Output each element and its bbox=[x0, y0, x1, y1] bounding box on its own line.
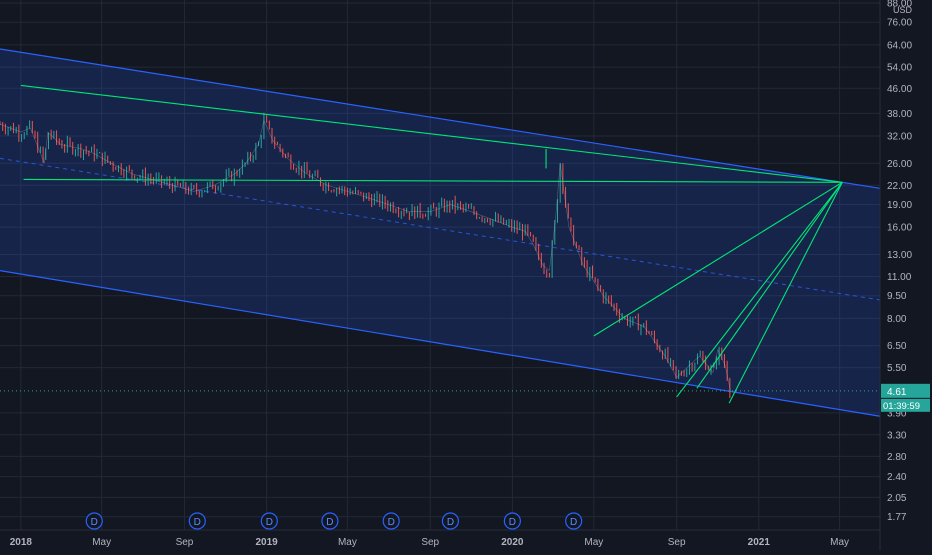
dividend-marker bbox=[441, 512, 460, 530]
dividend-marker bbox=[321, 512, 339, 530]
x-tick-label: 2019 bbox=[256, 537, 279, 548]
trendline bbox=[676, 181, 843, 398]
dividend-marker-label: D bbox=[447, 517, 454, 528]
y-tick-label: 3.30 bbox=[887, 430, 907, 441]
y-tick-label: 6.50 bbox=[887, 341, 907, 352]
dividend-marker bbox=[260, 512, 278, 530]
x-tick-label: Sep bbox=[421, 537, 439, 548]
x-tick-label: Sep bbox=[668, 537, 686, 548]
y-tick-label: 5.50 bbox=[887, 363, 907, 374]
countdown-value: 01:39:59 bbox=[883, 401, 920, 412]
y-tick-label: 46.00 bbox=[887, 84, 912, 95]
dividend-marker-label: D bbox=[388, 517, 395, 528]
y-tick-label: 2.80 bbox=[887, 452, 907, 463]
channel-fill bbox=[0, 49, 880, 417]
dividend-marker-label: D bbox=[326, 517, 333, 528]
dividend-marker bbox=[565, 512, 583, 530]
y-tick-label: 11.00 bbox=[887, 272, 912, 283]
y-tick-label: 26.00 bbox=[887, 159, 912, 170]
x-tick-label: 2021 bbox=[748, 537, 771, 548]
currency-label: USD bbox=[893, 5, 913, 15]
y-tick-label: 2.40 bbox=[887, 472, 907, 483]
dividend-marker-label: D bbox=[91, 517, 98, 528]
last-price-value: 4.61 bbox=[887, 387, 907, 398]
x-axis-background bbox=[0, 530, 932, 550]
y-tick-label: 1.77 bbox=[887, 512, 907, 523]
dividend-marker bbox=[85, 512, 103, 530]
y-tick-label: 88.00 bbox=[887, 0, 912, 9]
y-tick-label: 8.00 bbox=[887, 314, 907, 325]
trendline bbox=[696, 182, 843, 389]
x-tick-label: May bbox=[830, 537, 849, 548]
y-tick-label: 9.50 bbox=[887, 291, 907, 302]
x-tick-label: May bbox=[338, 537, 357, 548]
x-tick-label: May bbox=[584, 537, 603, 548]
price-series bbox=[0, 112, 731, 399]
y-tick-label: 22.00 bbox=[887, 181, 912, 192]
y-tick-label: 76.00 bbox=[887, 18, 912, 29]
price-line bbox=[0, 119, 731, 391]
trendline bbox=[23, 178, 843, 183]
trendline bbox=[20, 84, 843, 183]
y-tick-label: 16.00 bbox=[887, 223, 912, 234]
y-tick-label: 54.00 bbox=[887, 63, 912, 74]
channel-lower-line bbox=[0, 270, 881, 417]
dividend-marker bbox=[503, 512, 521, 530]
parallel-channel bbox=[0, 48, 881, 417]
dividend-marker-label: D bbox=[266, 517, 273, 528]
channel-upper-line bbox=[0, 48, 881, 189]
y-tick-label: 38.00 bbox=[887, 109, 912, 120]
last-price-badge bbox=[881, 383, 930, 398]
countdown-badge bbox=[881, 398, 930, 412]
dividend-marker bbox=[188, 512, 206, 530]
dividend-marker-label: D bbox=[194, 517, 201, 528]
y-tick-label: 13.00 bbox=[887, 250, 912, 261]
y-tick-label: 64.00 bbox=[887, 40, 912, 51]
x-tick-label: Sep bbox=[176, 537, 194, 548]
y-tick-label: 19.00 bbox=[887, 200, 912, 211]
trendline bbox=[593, 181, 843, 337]
trendlines bbox=[0, 84, 880, 404]
x-tick-label: 2020 bbox=[501, 537, 524, 548]
trendline bbox=[728, 182, 843, 404]
x-tick-label: May bbox=[92, 537, 111, 548]
x-axis: 2018 May Sep 2019 May Sep 2020 May Sep 2021 May bbox=[0, 529, 932, 550]
dividend-marker bbox=[382, 512, 400, 530]
y-axis-background bbox=[880, 0, 932, 550]
x-tick-label: 2018 bbox=[10, 537, 33, 548]
dividend-marker-label: D bbox=[509, 517, 516, 528]
y-tick-label: 3.90 bbox=[887, 408, 907, 419]
y-tick-label: 32.00 bbox=[887, 132, 912, 143]
y-tick-label: 2.05 bbox=[887, 493, 907, 504]
dividend-marker-label: D bbox=[570, 517, 577, 528]
